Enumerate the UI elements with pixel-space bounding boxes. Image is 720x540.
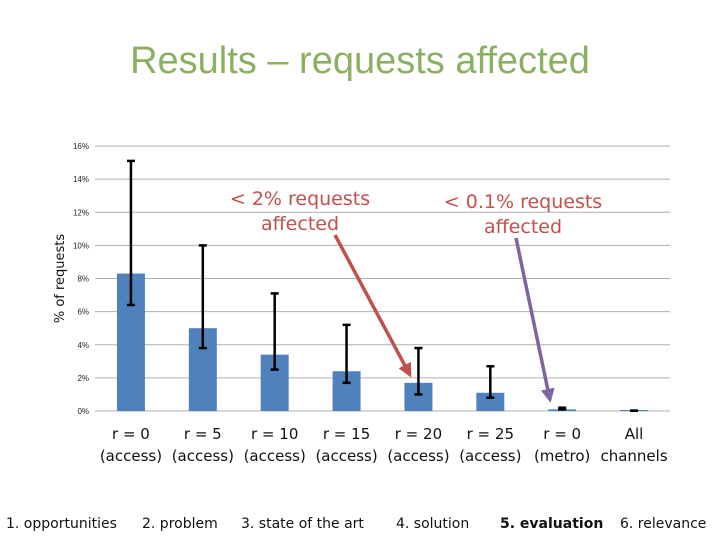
x-category-label: (access) [315,447,377,465]
nav-item-problem[interactable]: 2. problem [142,516,218,532]
y-tick-label: 4% [77,341,89,350]
y-tick-label: 8% [77,275,89,284]
x-category-label: (access) [387,447,449,465]
x-category-label: r = 5 [184,425,222,443]
error-bar [414,346,423,396]
annotation-text: affected [261,213,339,235]
y-tick-label: 16% [73,142,89,151]
y-tick-label: 6% [77,308,89,317]
y-axis-label: % of requests [53,234,68,324]
x-category-label: r = 15 [323,425,370,443]
x-category-label: channels [600,447,667,465]
x-category-label: All [625,425,644,443]
x-category-label: (metro) [534,447,590,465]
bar [476,392,505,411]
x-category-label: (access) [172,447,234,465]
annotation-text: < 0.1% requests [444,191,602,213]
bar-chart: 0% 2% 4% 6% 8% 10% 12% 14% 16% % of requests r = 0… [53,142,670,465]
nav-item-relevance[interactable]: 6. relevance [620,516,707,532]
error-bar [126,159,135,307]
y-tick-label: 2% [77,374,89,383]
error-bar [558,406,567,411]
y-tick-label: 14% [73,175,89,184]
nav-item-evaluation[interactable]: 5. evaluation [500,516,604,532]
y-tick-label: 12% [73,208,89,217]
x-category-label: (access) [244,447,306,465]
annotation-text: affected [484,216,562,238]
x-category-label: r = 10 [251,425,298,443]
error-bar [198,244,207,350]
section-nav: 1. opportunities 2. problem 3. state of … [0,516,720,538]
x-category-label: r = 20 [395,425,442,443]
annotation-arrow [333,234,412,378]
annotation-text: < 2% requests [230,188,370,210]
x-category-label: (access) [459,447,521,465]
nav-item-solution[interactable]: 4. solution [396,516,470,532]
y-tick-label: 0% [77,407,89,416]
error-bar [270,292,279,371]
error-bar [342,323,351,385]
nav-item-state-of-the-art[interactable]: 3. state of the art [241,516,364,532]
x-category-label: r = 25 [467,425,514,443]
slide-title: Results – requests affected [130,40,590,82]
nav-item-opportunities[interactable]: 1. opportunities [6,516,117,532]
x-category-label: r = 0 [112,425,150,443]
y-tick-label: 10% [73,241,89,250]
annotation-arrow [514,237,555,403]
x-category-label: r = 0 [543,425,581,443]
error-bar [486,365,495,399]
x-category-label: (access) [100,447,162,465]
